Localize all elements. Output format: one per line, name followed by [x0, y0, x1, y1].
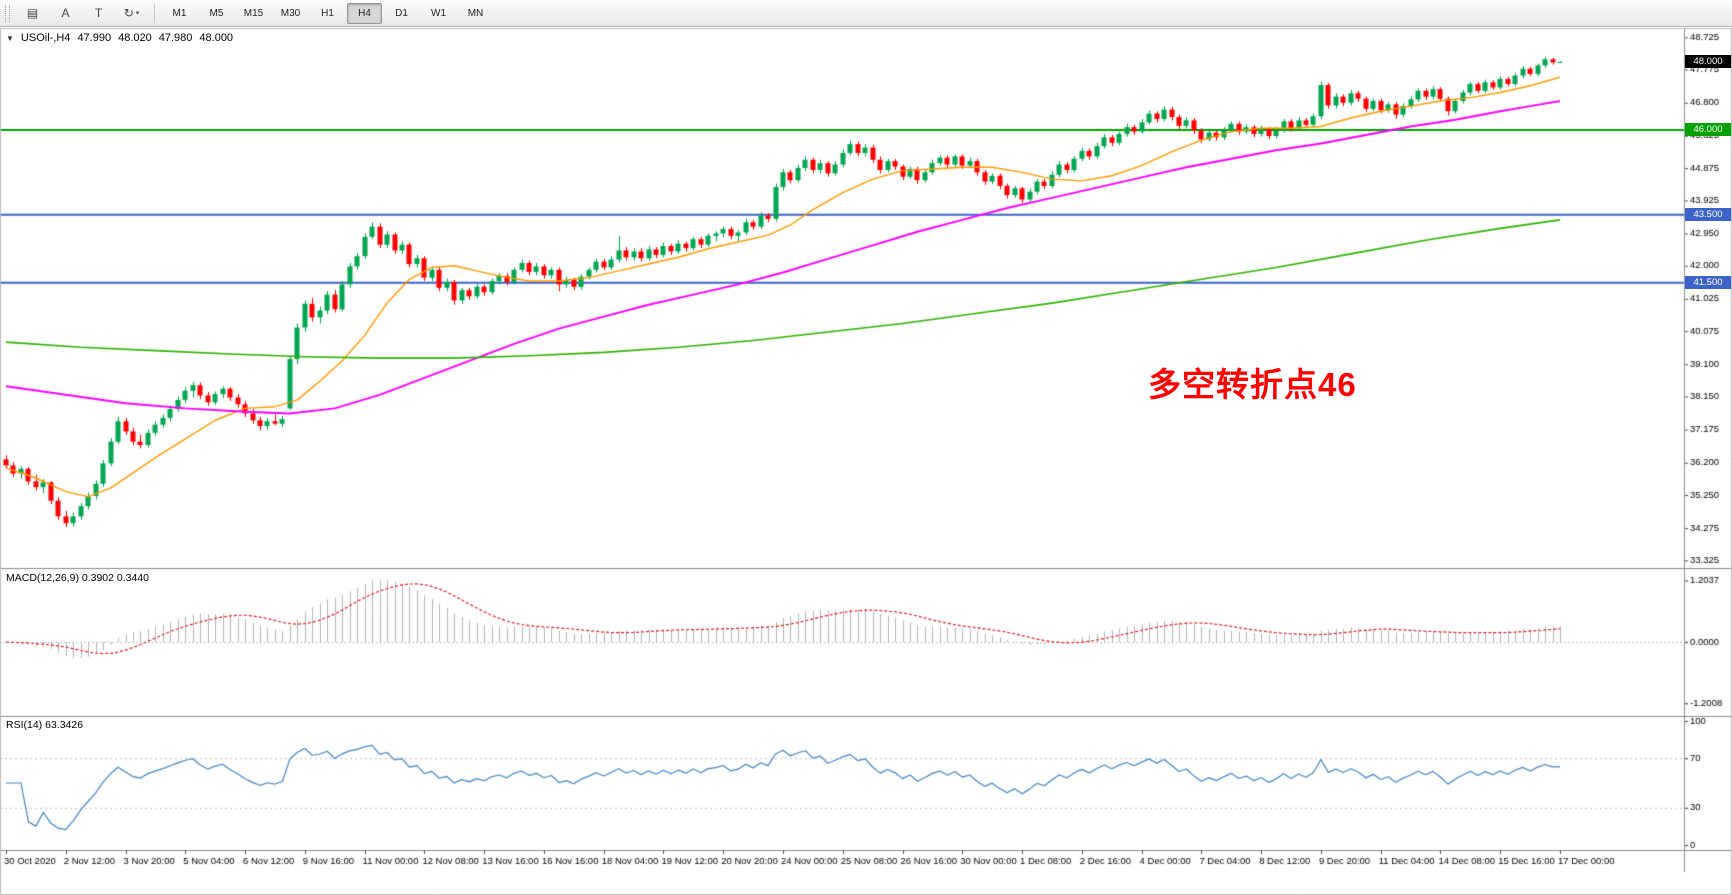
timeframe-button-MN[interactable]: MN: [467, 7, 484, 19]
refresh-dropdown-button[interactable]: ↻ ▾: [116, 2, 147, 25]
macd-label: MACD(12,26,9) 0.3902 0.3440: [6, 572, 150, 584]
quote-close: 48.000: [199, 32, 234, 44]
quote-open: 47.990: [77, 32, 112, 44]
timeframe-button-M1[interactable]: M1: [172, 7, 187, 19]
chevron-down-icon: ▾: [135, 10, 140, 17]
quote-low: 47.980: [158, 32, 193, 44]
annotate-a-icon: A: [61, 6, 70, 20]
price-tag-41.500: 41.500: [1685, 276, 1731, 290]
refresh-dropdown-icon: ↻: [123, 6, 134, 20]
price-axis[interactable]: [1684, 28, 1732, 850]
collapse-arrow-icon[interactable]: ▼: [6, 33, 14, 43]
quote-symbol: USOil-,H4: [20, 32, 71, 44]
price-tag-43.500: 43.500: [1685, 208, 1731, 222]
timeframe-button-W1[interactable]: W1: [431, 7, 446, 19]
timeframe-button-H1[interactable]: H1: [321, 7, 334, 19]
chart-area: ▼ USOil-,H4 47.990 48.020 47.980 48.000 …: [0, 28, 1732, 895]
chart-annotation[interactable]: 多空转折点46: [1148, 366, 1357, 403]
toolbar-grip[interactable]: [5, 4, 10, 22]
rsi-label: RSI(14) 63.3426: [6, 719, 84, 731]
timeframe-button-M30[interactable]: M30: [280, 7, 301, 19]
chart-canvas[interactable]: [0, 28, 1732, 895]
toolbar: ▤ A T ↻ ▾ M1 M5 M15 M30 H1 H4 D1 W1 MN: [0, 0, 1732, 27]
toolbar-buttons: ▤ A T ↻ ▾: [16, 2, 148, 25]
timeframe-toolbar: M1 M5 M15 M30 H1 H4 D1 W1 MN: [161, 2, 494, 24]
charts-grid-icon: ▤: [26, 6, 39, 20]
text-tool-icon: T: [94, 6, 103, 20]
timeframe-button-M5[interactable]: M5: [209, 7, 224, 19]
charts-grid-button[interactable]: ▤: [17, 2, 48, 25]
quote-line: ▼ USOil-,H4 47.990 48.020 47.980 48.000: [6, 32, 233, 44]
timeframe-button-M15[interactable]: M15: [243, 7, 264, 19]
quote-high: 48.020: [118, 32, 152, 44]
price-tag-46.000: 46.000: [1685, 123, 1731, 137]
text-tool-button[interactable]: T: [83, 2, 114, 25]
timeframe-button-H4[interactable]: H4: [347, 2, 382, 24]
timeframe-button-D1[interactable]: D1: [395, 7, 408, 19]
annotate-a-button[interactable]: A: [50, 2, 81, 25]
toolbar-separator: [154, 3, 155, 23]
time-axis[interactable]: [0, 850, 1684, 872]
price-tag-current: 48.000: [1685, 55, 1731, 69]
